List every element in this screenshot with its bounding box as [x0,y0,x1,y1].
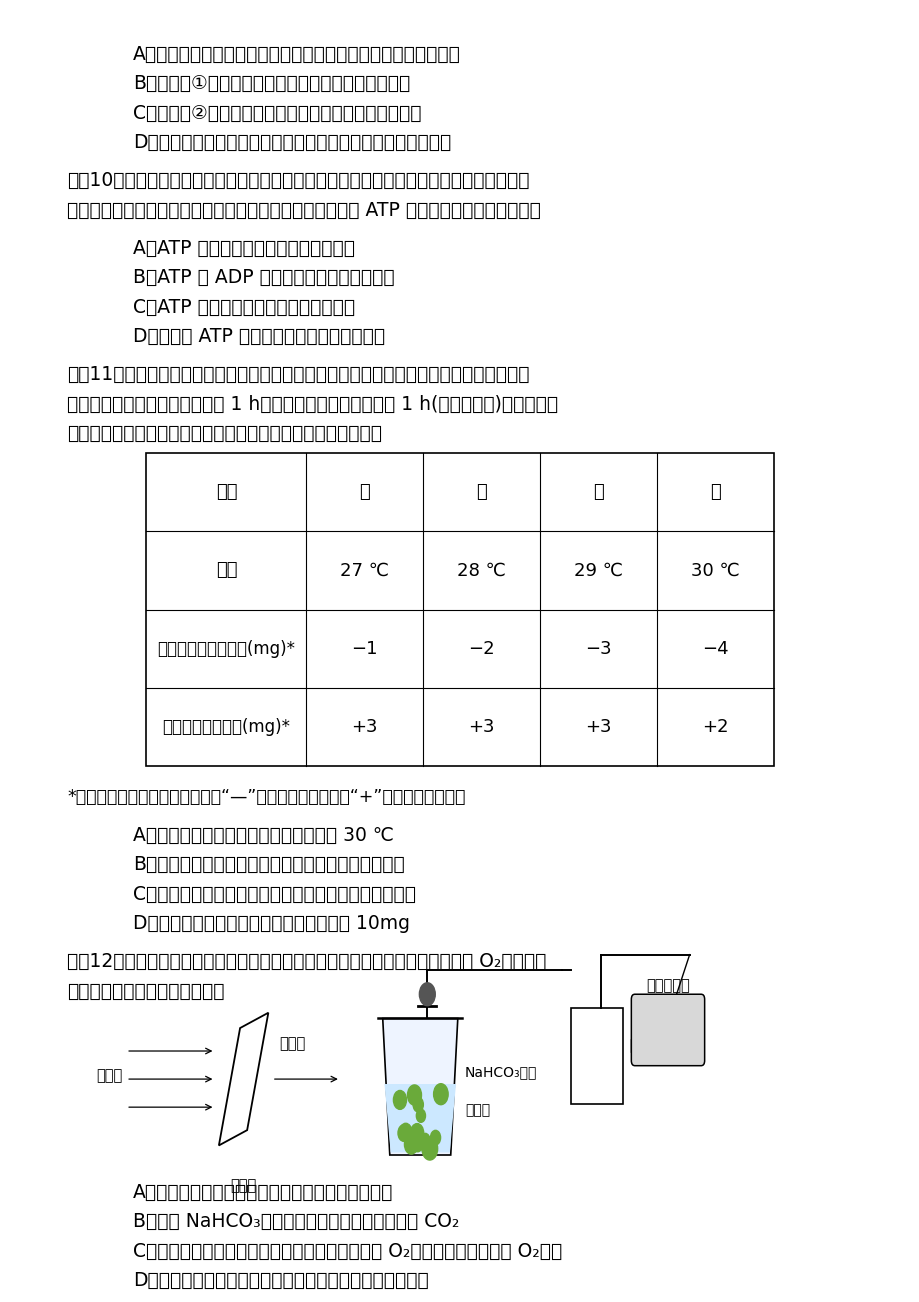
Text: C．拆去滤光片，单位时间内，氧气传感器测到的 O₂浓度高于单色光下的 O₂浓度: C．拆去滤光片，单位时间内，氧气传感器测到的 O₂浓度高于单色光下的 O₂浓度 [133,1242,562,1260]
Text: D．若将此装置放在黑暗处，可测定金鱼藻的细胞呼吸强度: D．若将此装置放在黑暗处，可测定金鱼藻的细胞呼吸强度 [133,1271,428,1290]
Circle shape [399,1124,412,1142]
Circle shape [422,1138,437,1160]
Circle shape [430,1130,440,1144]
Text: A．该轮藻呼吸作用酶的最适温度可能为 30 ℃: A．该轮藻呼吸作用酶的最适温度可能为 30 ℃ [133,825,393,845]
Text: A．ATP 合成所需要的能量全部来自光能: A．ATP 合成所需要的能量全部来自光能 [133,238,355,258]
Text: *指与暗处理前的质量进行比较，“—”表示减少的质量值，“+”表示增加的败量值: *指与暗处理前的质量进行比较，“—”表示减少的质量值，“+”表示增加的败量值 [67,788,465,806]
Circle shape [398,1125,409,1142]
Text: 12．下图表示测定金鱼藻光合作用强度的实验密闭装置，氧气传感器可监测 O₂浓度的变: 12．下图表示测定金鱼藻光合作用强度的实验密闭装置，氧气传感器可监测 O₂浓度的… [67,952,546,971]
Circle shape [419,983,435,1005]
Text: +3: +3 [351,717,378,736]
Text: NaHCO₃溶液: NaHCO₃溶液 [464,1065,537,1079]
Text: B．抑制剂①与底物空间结构相似，竞争酶的活性部位: B．抑制剂①与底物空间结构相似，竞争酶的活性部位 [133,74,410,94]
Circle shape [419,1134,429,1148]
Text: A．底物与酶活性部位互补时，酶才能发挥作用，因此酶有专一性: A．底物与酶活性部位互补时，酶才能发挥作用，因此酶有专一性 [133,46,460,64]
Text: 温度: 温度 [215,561,237,579]
Text: 10．绻叶海蜗牛可将食物中海藻的叶绻体保留下来吸收到自身细胞中利用，其一生进食: 10．绻叶海蜗牛可将食物中海藻的叶绻体保留下来吸收到自身细胞中利用，其一生进食 [67,172,529,190]
Text: 27 ℃: 27 ℃ [340,561,389,579]
Text: 相等，在不同温度下分别暗处理 1 h，测其质量变化，立即光照 1 h(光强度相同)，再测其质: 相等，在不同温度下分别暗处理 1 h，测其质量变化，立即光照 1 h(光强度相同… [67,395,558,414]
FancyBboxPatch shape [630,995,704,1065]
Circle shape [413,1098,423,1112]
Text: 28 ℃: 28 ℃ [457,561,505,579]
Text: 单色光: 单色光 [278,1036,305,1051]
Text: 盛气装置: 盛气装置 [629,1039,664,1053]
Text: B．ATP 和 ADP 中都含有高能磷酸键和腐苷: B．ATP 和 ADP 中都含有高能磷酸键和腐苷 [133,268,394,288]
Text: C．光照时，第四组轮藻光合作用强度等于呼吸作用强度: C．光照时，第四组轮藻光合作用强度等于呼吸作用强度 [133,884,415,904]
Text: A．该实验可探究不同单色光对光合作用强度的影响: A．该实验可探究不同单色光对光合作用强度的影响 [133,1184,393,1202]
Circle shape [407,1085,421,1105]
Text: +2: +2 [701,717,728,736]
Circle shape [411,1134,424,1152]
Circle shape [420,1133,429,1147]
Circle shape [393,1091,406,1109]
Bar [146,453,773,766]
Polygon shape [384,1085,456,1152]
Text: C．ATP 的合成与分解所需酶的种类不同: C．ATP 的合成与分解所需酶的种类不同 [133,298,355,316]
Text: 一: 一 [359,483,369,501]
Text: 11．用某种大小相似的绻色植物轮藻叶片分组进行光合作用实验：已知叶片实验前质量: 11．用某种大小相似的绻色植物轮藻叶片分组进行光合作用实验：已知叶片实验前质量 [67,365,529,384]
Text: 化。下列叙述错误的是（　　）: 化。下列叙述错误的是（ ） [67,982,224,1000]
Text: 组别: 组别 [215,483,237,501]
Text: C．抑制剂②会通过改变酶的结构进而影响酶促反应速率: C．抑制剂②会通过改变酶的结构进而影响酶促反应速率 [133,104,421,122]
Text: 金鱼藻: 金鱼藻 [464,1103,490,1117]
Text: 三: 三 [593,483,603,501]
Polygon shape [382,1018,458,1155]
Text: 30 ℃: 30 ℃ [690,561,739,579]
Circle shape [416,1109,425,1122]
Text: D．光照时，第四组轮藻合成葡萄糖总量为 10mg: D．光照时，第四组轮藻合成葡萄糖总量为 10mg [133,914,410,932]
Circle shape [433,1083,448,1104]
Text: −1: −1 [351,639,378,658]
Text: 氧气传感器: 氧气传感器 [645,978,689,993]
Text: +3: +3 [468,717,494,736]
Text: +3: +3 [584,717,611,736]
Text: 量变化，得到如下结果。据表分析，以下说法错误的是（　　）: 量变化，得到如下结果。据表分析，以下说法错误的是（ ） [67,424,381,443]
Bar [571,1008,622,1104]
Text: 滤光片: 滤光片 [231,1178,256,1193]
Text: −3: −3 [584,639,611,658]
Text: B．加入 NaHCO₃溶液是为了吸收细胞呼吸释放的 CO₂: B．加入 NaHCO₃溶液是为了吸收细胞呼吸释放的 CO₂ [133,1212,460,1232]
Text: 29 ℃: 29 ℃ [573,561,622,579]
Text: 一次后就可仅靠阳光饱食终日。下列有关绻叶海蜗牛细胞中 ATP 的叙述，错误的是（　　）: 一次后就可仅靠阳光饱食终日。下列有关绻叶海蜗牛细胞中 ATP 的叙述，错误的是（… [67,201,540,220]
Text: B．光照时，第一、二、三组轮藻释放的氧气量不相等: B．光照时，第一、二、三组轮藻释放的氧气量不相等 [133,855,404,874]
Text: −4: −4 [701,639,728,658]
Text: 二: 二 [476,483,486,501]
Text: 光照后的质量变化(mg)*: 光照后的质量变化(mg)* [163,717,290,736]
Circle shape [410,1124,424,1143]
Circle shape [404,1134,417,1154]
Text: D．两种抑制剂对酶促反应的影响均可通过提高底物浓度来缓解: D．两种抑制剂对酶促反应的影响均可通过提高底物浓度来缓解 [133,133,451,152]
Text: 自然光: 自然光 [96,1068,122,1083]
Text: 暗处理后的质量变化(mg)*: 暗处理后的质量变化(mg)* [157,639,295,658]
Text: −2: −2 [468,639,494,658]
Text: D．黑暗中 ATP 的合成一般与放能反应相联系: D．黑暗中 ATP 的合成一般与放能反应相联系 [133,327,385,346]
Text: 四: 四 [709,483,720,501]
